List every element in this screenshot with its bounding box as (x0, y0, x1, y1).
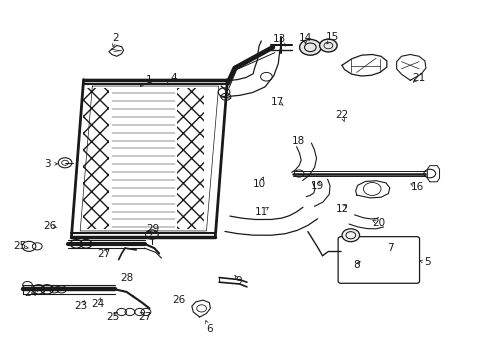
Polygon shape (71, 80, 227, 237)
Text: 10: 10 (252, 179, 265, 189)
Text: 4: 4 (170, 73, 177, 83)
Text: 26: 26 (172, 295, 185, 305)
Text: 19: 19 (310, 181, 324, 192)
Text: 1: 1 (146, 75, 152, 85)
Text: 24: 24 (24, 288, 38, 298)
Text: 21: 21 (411, 73, 425, 83)
Text: 3: 3 (43, 159, 50, 169)
Text: 18: 18 (291, 136, 304, 146)
Circle shape (299, 40, 321, 55)
Polygon shape (427, 166, 439, 182)
FancyBboxPatch shape (337, 237, 419, 283)
Polygon shape (341, 54, 386, 76)
Text: 23: 23 (74, 301, 87, 311)
Text: 16: 16 (410, 182, 424, 192)
Text: 26: 26 (43, 221, 56, 231)
Text: 2: 2 (112, 33, 119, 43)
Text: 24: 24 (91, 299, 104, 309)
Text: 8: 8 (353, 260, 359, 270)
Circle shape (341, 229, 359, 242)
Text: 25: 25 (14, 241, 27, 251)
Text: 5: 5 (423, 257, 430, 267)
Text: 14: 14 (298, 33, 311, 43)
Text: 15: 15 (325, 32, 338, 42)
Polygon shape (191, 300, 210, 317)
Text: 6: 6 (205, 324, 212, 334)
Bar (177, 88, 203, 229)
Circle shape (319, 39, 336, 52)
Text: 27: 27 (97, 248, 110, 258)
Text: 13: 13 (272, 35, 285, 44)
Text: 11: 11 (254, 207, 267, 217)
Text: 9: 9 (235, 276, 242, 286)
Text: 20: 20 (371, 218, 385, 228)
Text: 12: 12 (335, 204, 348, 215)
Polygon shape (396, 54, 425, 80)
Polygon shape (355, 181, 389, 198)
Text: 28: 28 (120, 273, 133, 283)
Text: 27: 27 (138, 312, 151, 322)
Text: 25: 25 (106, 312, 119, 322)
Text: 17: 17 (270, 97, 284, 107)
Text: 29: 29 (146, 225, 159, 234)
Text: 7: 7 (386, 243, 393, 253)
Text: 22: 22 (335, 111, 348, 121)
Bar (82, 88, 109, 229)
